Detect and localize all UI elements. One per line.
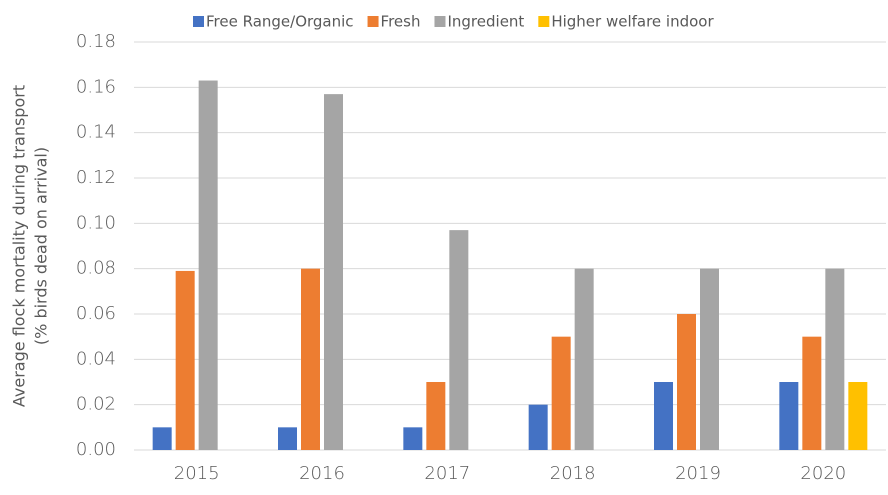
x-tick-label: 2017 (424, 463, 470, 484)
bar (152, 427, 172, 450)
y-tick-label: 0.12 (76, 167, 116, 188)
x-tick-label: 2016 (299, 463, 345, 484)
bar (825, 268, 845, 450)
bar (574, 268, 594, 450)
bar (779, 382, 799, 450)
legend-label: Fresh (381, 13, 421, 31)
y-tick-label: 0.10 (76, 212, 116, 233)
bar (426, 382, 446, 450)
y-tick-label: 0.16 (76, 76, 116, 97)
y-tick-label: 0.14 (76, 122, 116, 143)
y-tick-label: 0.04 (76, 348, 116, 369)
bar (654, 382, 673, 450)
bar (198, 80, 218, 451)
legend-swatch (193, 16, 204, 27)
bar (301, 268, 320, 450)
bar (449, 230, 469, 450)
y-tick-label: 0.18 (76, 31, 116, 52)
y-tick-label: 0.02 (76, 394, 116, 415)
legend-label: Ingredient (447, 13, 524, 31)
x-tick-label: 2015 (174, 463, 220, 484)
y-tick-label: 0.00 (76, 439, 116, 460)
x-tick-label: 2018 (550, 463, 596, 484)
bar (278, 427, 297, 450)
legend-swatch (367, 16, 379, 27)
legend-swatch (538, 16, 550, 27)
bar (677, 314, 696, 450)
x-tick-label: 2020 (800, 463, 846, 484)
bar (324, 94, 343, 450)
y-tick-label: 0.06 (76, 303, 116, 324)
y-tick-label: 0.08 (76, 258, 116, 279)
y-axis-label: Average flock mortality during transport (10, 85, 29, 407)
bar (802, 336, 822, 450)
bar (848, 382, 868, 450)
x-tick-label: 2019 (675, 463, 721, 484)
bar (175, 270, 195, 450)
bar (403, 427, 423, 450)
legend-label: Free Range/Organic (206, 13, 354, 31)
bar (551, 336, 571, 450)
y-axis-label: (% birds dead on arrival) (32, 147, 51, 345)
bar (528, 404, 548, 450)
legend-swatch (434, 16, 446, 27)
legend-label: Higher welfare indoor (551, 13, 714, 31)
bar (700, 268, 719, 450)
